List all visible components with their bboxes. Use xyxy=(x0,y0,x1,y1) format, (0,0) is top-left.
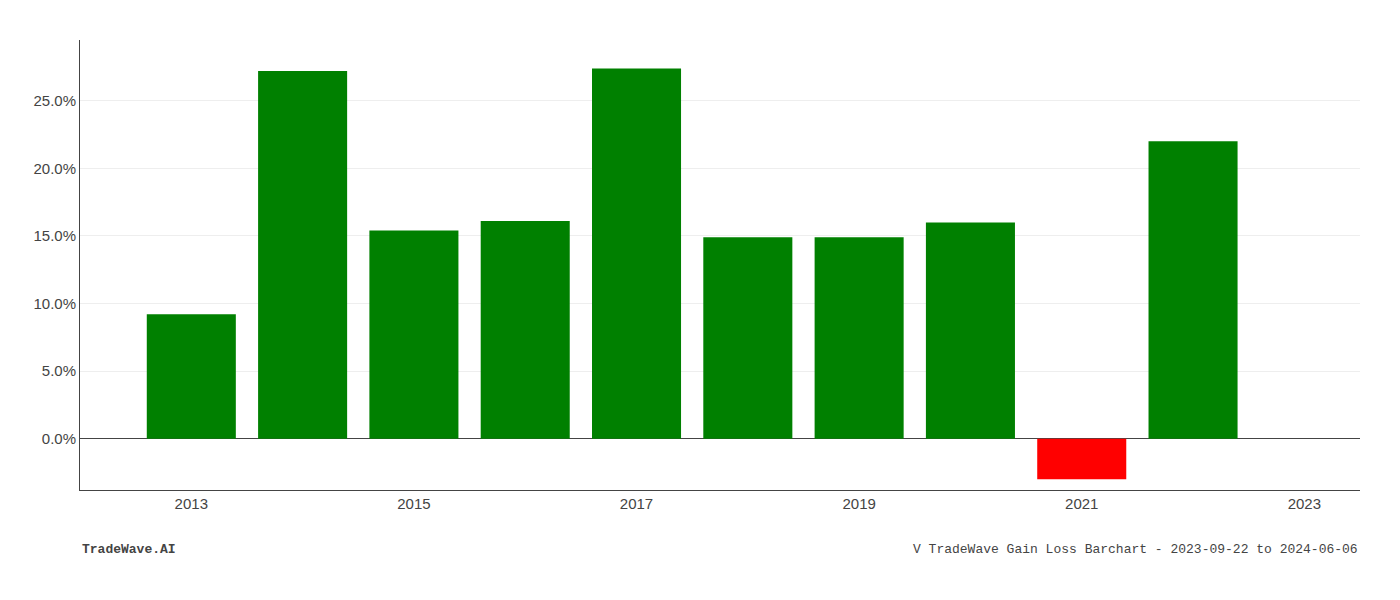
svg-text:2015: 2015 xyxy=(397,495,430,512)
svg-text:TradeWave.AI: TradeWave.AI xyxy=(82,542,176,557)
svg-text:25.0%: 25.0% xyxy=(33,92,76,109)
svg-text:15.0%: 15.0% xyxy=(33,227,76,244)
svg-text:2021: 2021 xyxy=(1065,495,1098,512)
svg-text:V TradeWave Gain Loss Barchart: V TradeWave Gain Loss Barchart - 2023-09… xyxy=(913,542,1358,557)
svg-text:2017: 2017 xyxy=(620,495,653,512)
svg-text:2013: 2013 xyxy=(175,495,208,512)
svg-text:20.0%: 20.0% xyxy=(33,160,76,177)
svg-text:0.0%: 0.0% xyxy=(42,430,76,447)
svg-text:10.0%: 10.0% xyxy=(33,295,76,312)
svg-text:2019: 2019 xyxy=(842,495,875,512)
svg-text:5.0%: 5.0% xyxy=(42,362,76,379)
svg-text:2023: 2023 xyxy=(1288,495,1321,512)
